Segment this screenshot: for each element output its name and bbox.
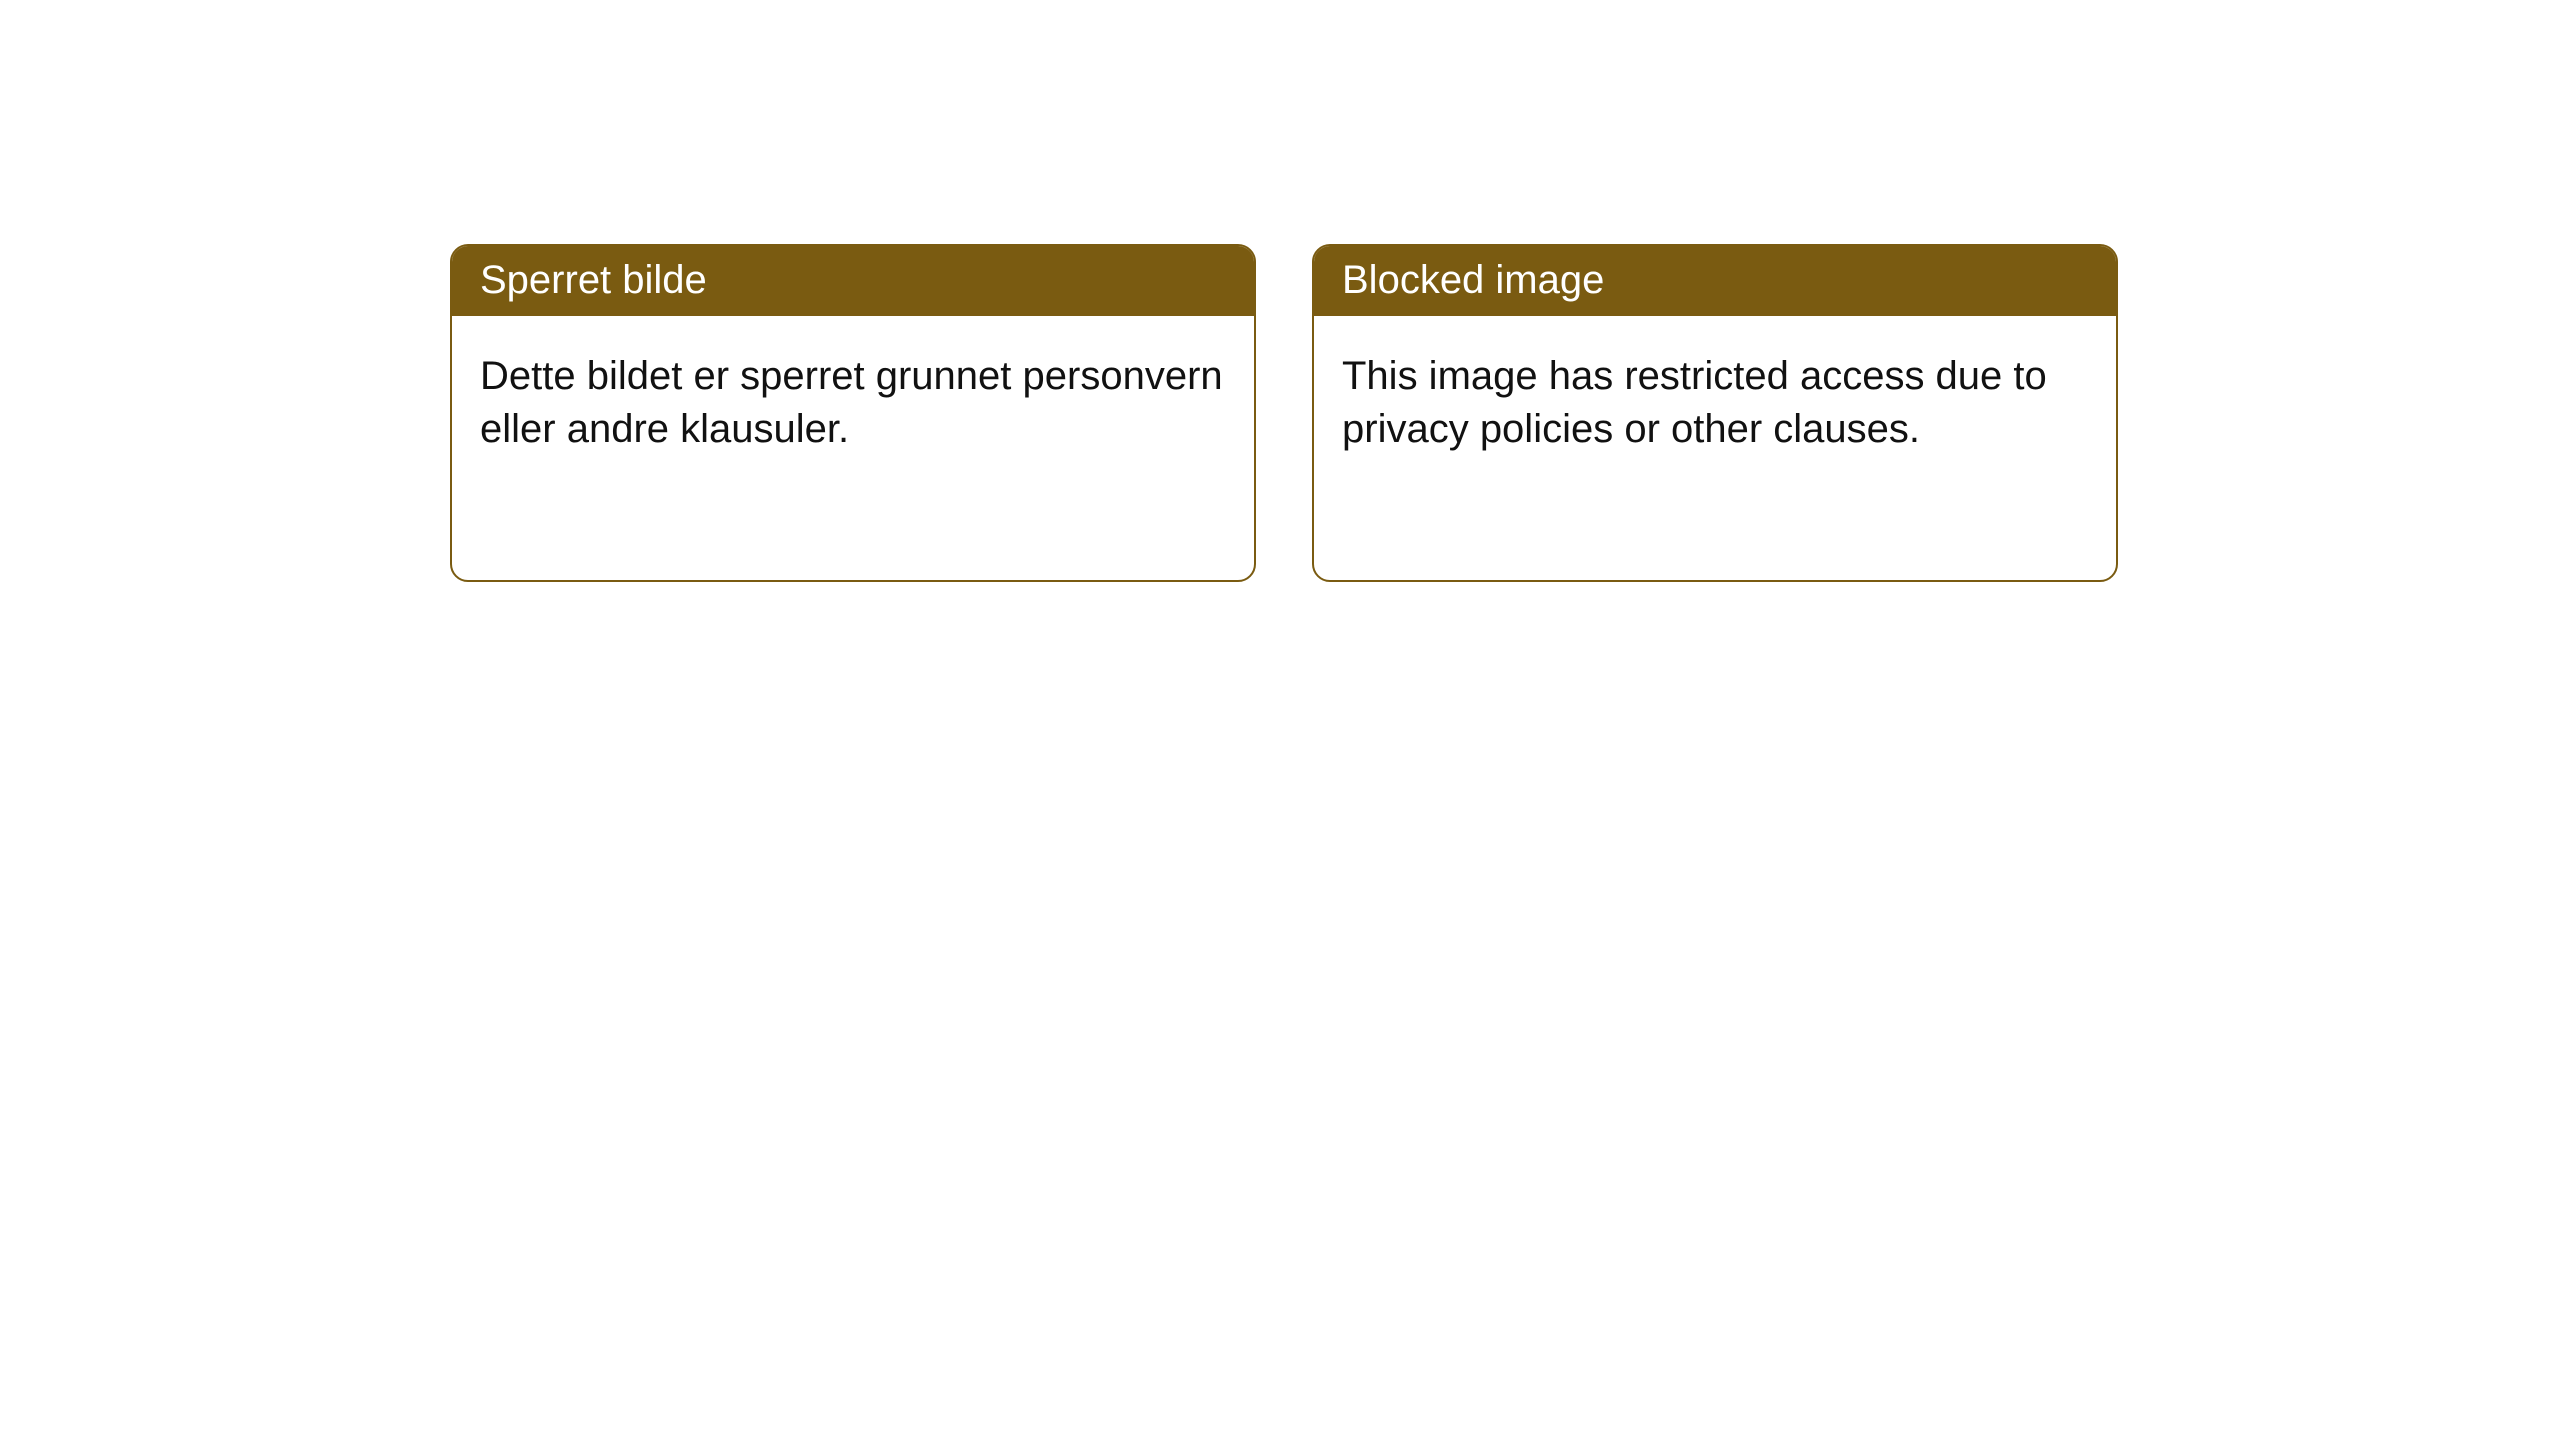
notice-container: Sperret bilde Dette bildet er sperret gr… bbox=[0, 0, 2560, 582]
notice-card-norwegian: Sperret bilde Dette bildet er sperret gr… bbox=[450, 244, 1256, 582]
notice-body: This image has restricted access due to … bbox=[1314, 316, 2116, 490]
notice-body: Dette bildet er sperret grunnet personve… bbox=[452, 316, 1254, 490]
notice-header: Sperret bilde bbox=[452, 246, 1254, 316]
notice-card-english: Blocked image This image has restricted … bbox=[1312, 244, 2118, 582]
notice-header: Blocked image bbox=[1314, 246, 2116, 316]
